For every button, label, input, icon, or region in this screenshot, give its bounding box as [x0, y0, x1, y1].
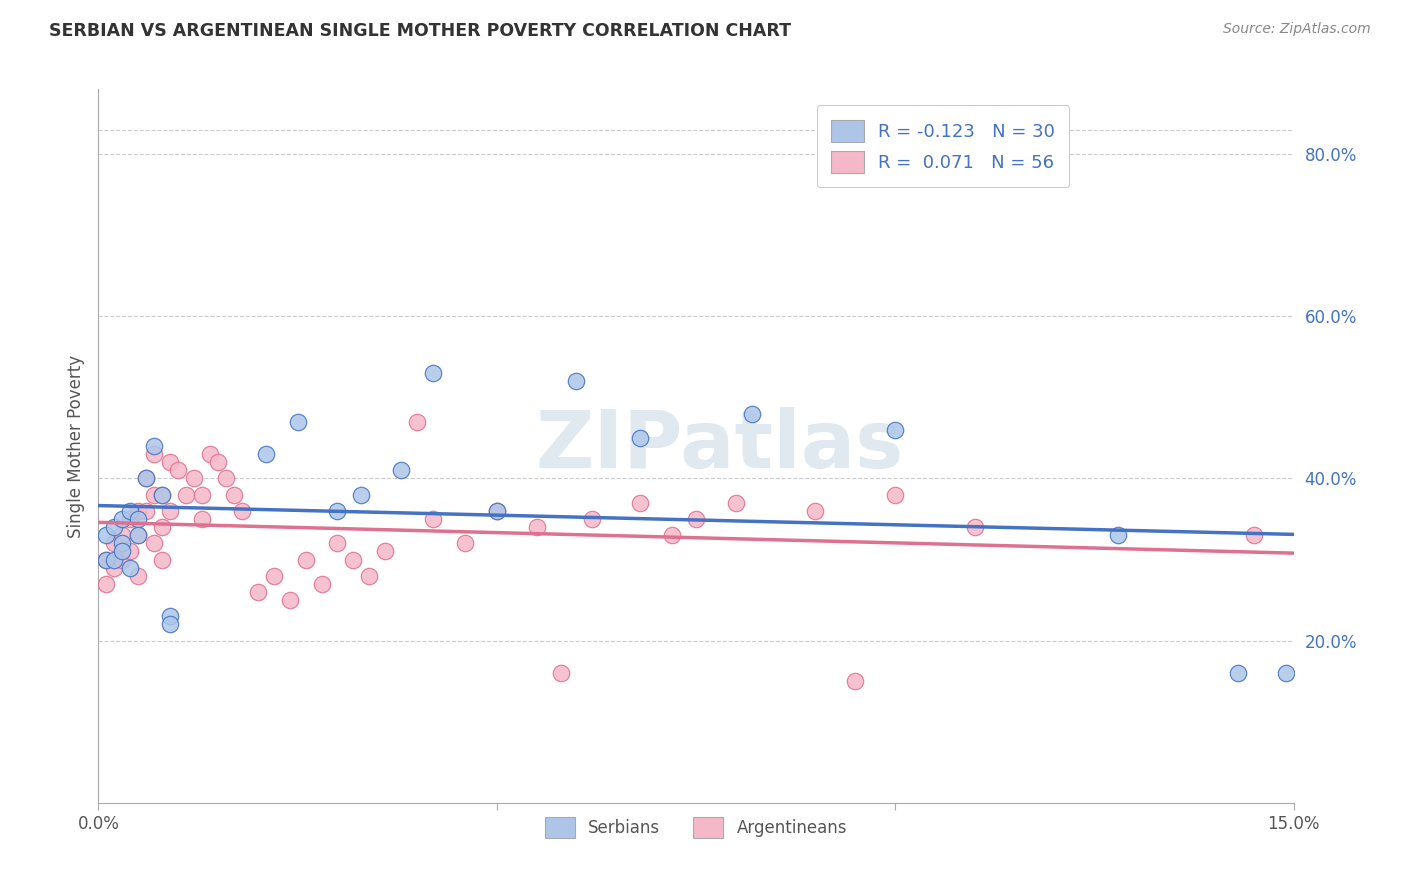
- Point: [804, 504, 827, 518]
- Point: [120, 560, 142, 574]
- Point: [263, 568, 285, 582]
- Point: [120, 544, 142, 558]
- Point: [342, 552, 364, 566]
- Point: [294, 552, 316, 566]
- Point: [150, 488, 173, 502]
- Point: [454, 536, 477, 550]
- Point: [96, 577, 118, 591]
- Point: [422, 512, 444, 526]
- Point: [127, 504, 149, 518]
- Point: [485, 504, 508, 518]
- Point: [103, 552, 125, 566]
- Point: [135, 471, 157, 485]
- Point: [96, 528, 118, 542]
- Point: [111, 528, 134, 542]
- Point: [359, 568, 381, 582]
- Point: [550, 666, 572, 681]
- Point: [127, 528, 149, 542]
- Text: ZIPatlas: ZIPatlas: [536, 407, 904, 485]
- Point: [485, 504, 508, 518]
- Point: [103, 536, 125, 550]
- Y-axis label: Single Mother Poverty: Single Mother Poverty: [66, 354, 84, 538]
- Point: [127, 512, 149, 526]
- Point: [254, 447, 277, 461]
- Point: [183, 471, 205, 485]
- Point: [1243, 528, 1265, 542]
- Point: [685, 512, 707, 526]
- Point: [565, 374, 588, 388]
- Point: [581, 512, 603, 526]
- Point: [231, 504, 253, 518]
- Point: [143, 488, 166, 502]
- Point: [526, 520, 548, 534]
- Point: [246, 585, 269, 599]
- Point: [96, 552, 118, 566]
- Point: [111, 544, 134, 558]
- Point: [374, 544, 396, 558]
- Point: [1107, 528, 1129, 542]
- Point: [127, 528, 149, 542]
- Point: [150, 552, 173, 566]
- Text: Source: ZipAtlas.com: Source: ZipAtlas.com: [1223, 22, 1371, 37]
- Point: [724, 496, 747, 510]
- Point: [96, 552, 118, 566]
- Point: [741, 407, 763, 421]
- Point: [150, 488, 173, 502]
- Point: [278, 593, 301, 607]
- Point: [215, 471, 238, 485]
- Point: [207, 455, 229, 469]
- Point: [963, 520, 986, 534]
- Point: [191, 512, 214, 526]
- Point: [159, 617, 181, 632]
- Point: [1226, 666, 1249, 681]
- Point: [127, 568, 149, 582]
- Point: [135, 504, 157, 518]
- Point: [111, 512, 134, 526]
- Point: [311, 577, 333, 591]
- Point: [103, 560, 125, 574]
- Point: [350, 488, 373, 502]
- Point: [120, 504, 142, 518]
- Point: [111, 536, 134, 550]
- Point: [422, 366, 444, 380]
- Text: SERBIAN VS ARGENTINEAN SINGLE MOTHER POVERTY CORRELATION CHART: SERBIAN VS ARGENTINEAN SINGLE MOTHER POV…: [49, 22, 792, 40]
- Point: [159, 609, 181, 624]
- Point: [326, 536, 349, 550]
- Point: [884, 423, 907, 437]
- Point: [135, 471, 157, 485]
- Point: [198, 447, 221, 461]
- Point: [884, 488, 907, 502]
- Point: [1274, 666, 1296, 681]
- Point: [406, 415, 429, 429]
- Point: [628, 496, 651, 510]
- Point: [661, 528, 683, 542]
- Point: [844, 674, 866, 689]
- Legend: Serbians, Argentineans: Serbians, Argentineans: [538, 811, 853, 845]
- Point: [174, 488, 197, 502]
- Point: [143, 536, 166, 550]
- Point: [389, 463, 412, 477]
- Point: [159, 504, 181, 518]
- Point: [150, 520, 173, 534]
- Point: [103, 520, 125, 534]
- Point: [191, 488, 214, 502]
- Point: [143, 447, 166, 461]
- Point: [120, 512, 142, 526]
- Point: [159, 455, 181, 469]
- Point: [111, 552, 134, 566]
- Point: [143, 439, 166, 453]
- Point: [167, 463, 190, 477]
- Point: [287, 415, 309, 429]
- Point: [628, 431, 651, 445]
- Point: [326, 504, 349, 518]
- Point: [222, 488, 245, 502]
